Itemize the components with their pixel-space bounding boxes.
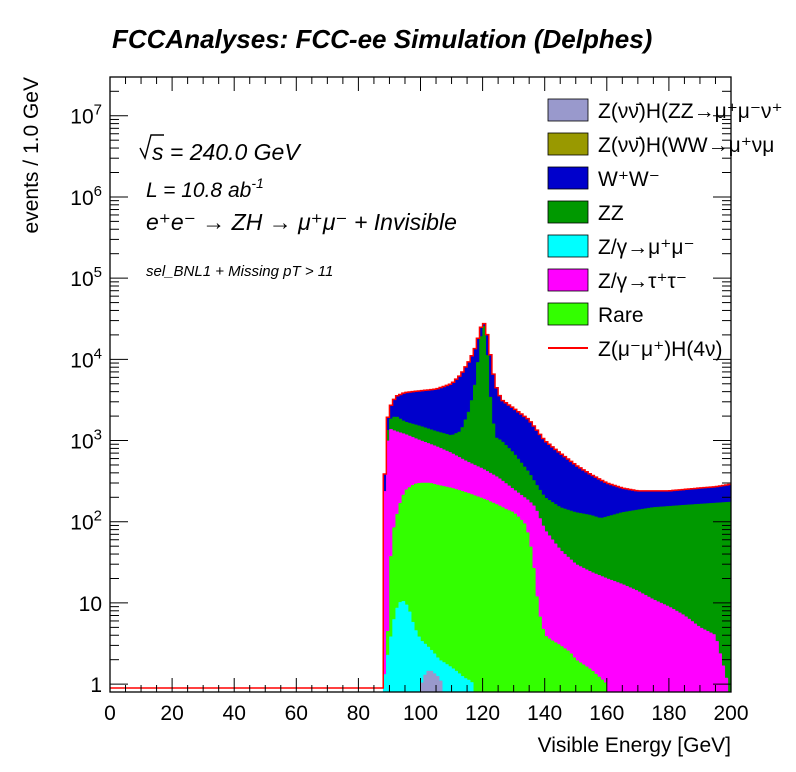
series-z-h-zz- (420, 670, 443, 693)
legend-label: ZZ (598, 202, 624, 225)
x-tick-label: 100 (403, 702, 438, 725)
x-tick-label: 200 (713, 702, 748, 725)
legend-label: Z(νν̄)H(ZZ→μ⁺μ⁻ν⁺ (598, 100, 783, 123)
y-tick-label: 1 (90, 674, 102, 697)
legend-swatch (547, 302, 589, 326)
chart-title: FCCAnalyses: FCC-ee Simulation (Delphes) (112, 24, 652, 54)
process-annotation: e⁺e⁻ → ZH → μ⁺μ⁻ + Invisible (146, 209, 457, 235)
svg-text:s = 240.0 GeV: s = 240.0 GeV (152, 139, 302, 165)
x-axis-label: Visible Energy [GeV] (538, 734, 731, 757)
legend-swatch (547, 98, 589, 122)
sqrt-s-annotation: s = 240.0 GeV (139, 134, 302, 165)
y-tick-label: 105 (70, 264, 102, 291)
legend-label: Rare (598, 304, 644, 327)
y-tick-label: 106 (70, 183, 102, 210)
x-tick-label: 140 (527, 702, 562, 725)
lumi-text: L = 10.8 ab (146, 179, 252, 202)
x-tick-label: 20 (160, 702, 183, 725)
x-tick-label: 180 (651, 702, 686, 725)
legend-swatch (547, 166, 589, 190)
histogram-layer (110, 322, 732, 693)
legend-swatch (547, 268, 589, 292)
sqrt-s-value: = 240.0 GeV (164, 139, 303, 165)
lumi-sup: -1 (251, 175, 263, 191)
selection-annotation: sel_BNL1 + Missing pT > 11 (146, 263, 333, 280)
lumi-annotation: L = 10.8 ab-1 (146, 175, 264, 202)
x-tick-label: 120 (465, 702, 500, 725)
sqrt-s-prefix: s (152, 139, 164, 165)
x-tick-label: 160 (589, 702, 624, 725)
y-tick-label: 107 (70, 102, 102, 129)
legend-label: Z/γ→τ⁺τ⁻ (598, 270, 687, 293)
sqrt-symbol (139, 134, 164, 160)
x-axis: 0 20 40 60 80 100 120 140 160 180 200 (104, 77, 749, 725)
legend-label: W⁺W⁻ (598, 168, 660, 191)
legend-swatch (547, 132, 589, 156)
y-tick-label: 102 (70, 508, 102, 535)
x-tick-label: 60 (285, 702, 308, 725)
x-tick-label: 40 (223, 702, 246, 725)
series-z- (382, 601, 474, 693)
legend-label: Z/γ→μ⁺μ⁻ (598, 236, 695, 259)
legend-swatch (547, 234, 589, 258)
y-axis-label: events / 1.0 GeV (20, 77, 43, 233)
legend-swatch (547, 200, 589, 224)
legend-label: Z(μ⁻μ⁺)H(4ν) (598, 338, 723, 361)
y-tick-label: 10 (79, 593, 102, 616)
series-rare (386, 482, 608, 693)
series-signal-line (110, 322, 731, 689)
y-tick-label: 104 (70, 345, 102, 372)
x-tick-label: 0 (104, 702, 116, 725)
y-tick-label: 103 (70, 427, 102, 454)
x-tick-label: 80 (347, 702, 370, 725)
legend: Z(νν̄)H(ZZ→μ⁺μ⁻ν⁺ Z(νν̄)H(WW→μ⁺νμ W⁺W⁻ ZZ Z/… (547, 98, 783, 361)
legend-label: Z(νν̄)H(WW→μ⁺νμ (598, 134, 774, 157)
